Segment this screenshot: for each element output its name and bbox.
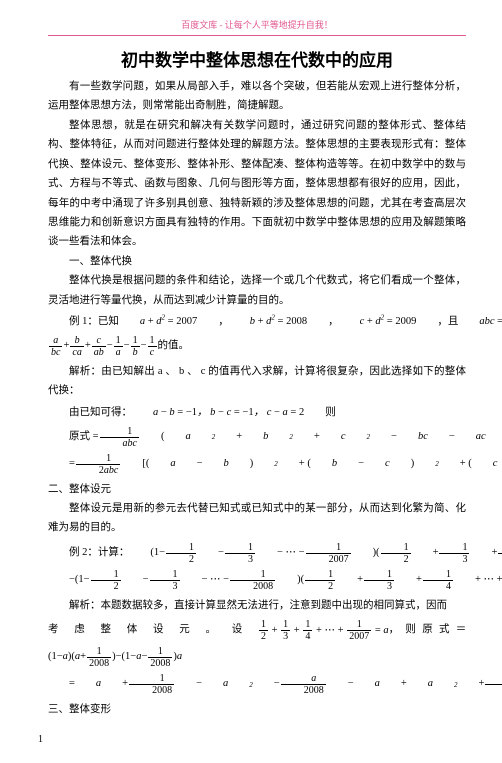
section-3-heading: 三、整体变形: [48, 700, 466, 719]
intro-para-1: 有一些数学问题，如果从局部入手，难以各个突破，但若能从宏观上进行整体分析，运用整…: [48, 77, 466, 116]
example-1-expression: abc + bca + cab − 1a − 1b − 1c 的值。: [48, 335, 466, 358]
example-2-step-1: (1−a)(a+ 12008 )−(1−a− 12008 )a: [48, 646, 466, 669]
section-1-heading: 一、整体代换: [48, 252, 466, 271]
section-1-desc: 整体代换是根据问题的条件和结论，选择一个或几个代数式，将它们看成一个整体，灵活地…: [48, 271, 466, 310]
example-2-expression-2: −(1− 12 − 13 − ⋯ − 12008 )( 12 + 13 + 14…: [48, 569, 466, 592]
page-number: 1: [38, 734, 466, 745]
example-1-step-1: 原式 = 1abc (a2 + b2 + c2 − bc − ac − ab): [48, 426, 466, 449]
example-2-expression-1: 例 2：计算： (1− 12 − 13 − ⋯ − 12007 )( 12 + …: [48, 542, 466, 565]
example-2-setup: 考虑整体设元。设 12 + 13 + 14 + ⋯ + 12007 = a ，则…: [48, 619, 466, 642]
page-title: 初中数学中整体思想在代数中的应用: [48, 46, 466, 71]
header-divider: [48, 35, 466, 36]
example-1-analysis: 解析：由已知解出 a 、 b 、 c 的值再代入求解，计算将很复杂，因此选择如下…: [48, 362, 466, 401]
example-1-step-2: = 12abc [(a − b)2 + (b − c)2 + (c − a)2]…: [48, 453, 466, 476]
example-2-analysis-1: 解析：本题数据较多，直接计算显然无法进行，注意到题中出现的相同算式，因而: [48, 596, 466, 615]
example-1-known: 由已知可得： a − b = −1， b − c = −1， c − a = 2…: [48, 405, 466, 422]
example-1-given: 例 1：已知 a + d2 = 2007 ， b + d2 = 2008 ， c…: [48, 314, 466, 331]
section-2-desc: 整体设元是用新的参元去代替已知式或已知式中的某一部分，从而达到化繁为简、化难为易…: [48, 499, 466, 538]
example-2-step-2: = a+ 12008 −a2− a2008 −a+a2+ a2008 = 120…: [48, 673, 466, 696]
intro-para-2: 整体思想，就是在研究和解决有关数学问题时，通过研究问题的整体形式、整体结构、整体…: [48, 116, 466, 252]
header-branding: 百度文库 - 让每个人平等地提升自我！: [48, 18, 466, 31]
section-2-heading: 二、整体设元: [48, 480, 466, 499]
